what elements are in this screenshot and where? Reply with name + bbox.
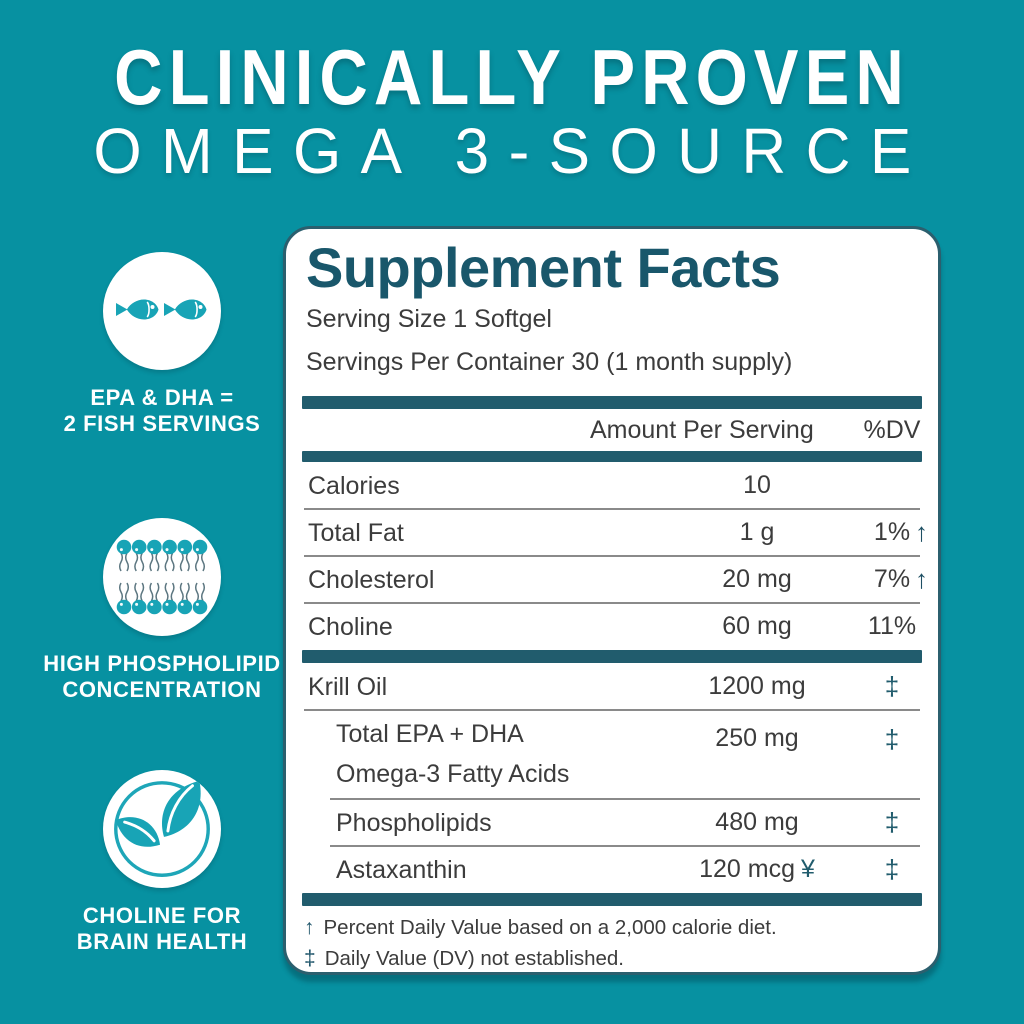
hero-line-2: OMEGA 3-SOURCE (93, 115, 931, 187)
nutrient-amount: 480 mg (715, 808, 799, 836)
table-row: Cholesterol 20 mg 7% ↑ (302, 556, 928, 604)
table-row: Astaxanthin 120 mcg ¥ ‡ (302, 846, 922, 893)
badge-epa-dha: EPA & DHA = 2 FISH SERVINGS (0, 252, 324, 437)
nutrient-dv: ‡ (862, 807, 922, 838)
badge-label: 2 FISH SERVINGS (63, 411, 261, 436)
column-header-dv: %DV (863, 415, 921, 444)
divider-bar (302, 396, 922, 409)
arrow-up-symbol: ↑ (304, 916, 315, 939)
double-dagger-symbol: ‡ (884, 807, 900, 837)
footnote-text: Percent Daily Value based on a 2,000 cal… (323, 916, 777, 939)
nutrient-dv: ‡ (862, 710, 922, 755)
nutrient-dv: 11% (867, 612, 917, 640)
divider-bar (302, 650, 922, 663)
nutrient-amount: 1 g (739, 518, 775, 546)
column-header-amount: Amount Per Serving (590, 415, 814, 444)
footnote-daily-value: ↑ Percent Daily Value based on a 2,000 c… (304, 915, 920, 940)
table-row: Calories 10 (302, 462, 922, 510)
nutrient-amount: 120 mcg ¥ (699, 855, 815, 883)
supplement-facts-panel: Supplement Facts Serving Size 1 Softgel … (283, 226, 941, 975)
table-header-row: Amount Per Serving %DV (302, 409, 922, 451)
footnote-dv-not-established: ‡ Daily Value (DV) not established. (304, 946, 920, 971)
nutrient-dv: ‡ (862, 671, 922, 702)
leaf-icon-svg (114, 780, 210, 877)
nutrient-dv: 7% ↑ (873, 563, 928, 594)
nutrient-name: Total Fat (308, 518, 404, 547)
badge-label: CHOLINE FOR (82, 903, 242, 928)
nutrient-amount: 20 mg (722, 565, 792, 593)
fish-pair-icon-svg (116, 299, 207, 320)
table-row: Total EPA + DHA Omega-3 Fatty Acids 250 mg… (302, 710, 922, 800)
table-row: Phospholipids 480 mg ‡ (302, 799, 922, 847)
arrow-up-symbol: ↑ (915, 563, 928, 594)
footnote-text: Daily Value (DV) not established. (324, 947, 624, 970)
nutrient-dv: ‡ (862, 854, 922, 885)
table-row: Choline 60 mg 11% (302, 603, 922, 650)
nutrient-amount: 250 mg (715, 724, 799, 752)
nutrient-amount: 1200 mg (708, 672, 806, 700)
serving-size: Serving Size 1 Softgel (306, 305, 552, 333)
nutrient-name: Calories (308, 471, 400, 500)
phospholipid-bilayer-icon-svg (115, 538, 209, 616)
nutrient-amount: 10 (743, 471, 771, 499)
divider-bar (302, 893, 922, 906)
nutrient-name: Krill Oil (308, 672, 388, 701)
arrow-up-symbol: ↑ (915, 516, 928, 547)
nutrient-name: Phospholipids (336, 808, 492, 837)
fish-pair-icon (103, 252, 221, 370)
nutrient-name-line2: Omega-3 Fatty Acids (336, 760, 570, 788)
nutrient-table: Calories 10 Total Fat 1 g 1% ↑ Cholesterol 20 m… (302, 462, 928, 906)
panel-title: Supplement Facts (306, 236, 781, 299)
leaf-icon (103, 770, 221, 888)
hero-line-1: CLINICALLY PROVEN (114, 33, 910, 121)
double-dagger-symbol: ‡ (884, 724, 900, 754)
yen-symbol: ¥ (800, 855, 815, 883)
hero-headline: CLINICALLY PROVEN OMEGA 3-SOURCE (0, 33, 1024, 187)
nutrient-name: Total EPA + DHA Omega-3 Fatty Acids (302, 710, 652, 789)
nutrient-name: Cholesterol (308, 565, 435, 594)
badge-label: HIGH PHOSPHOLIPID (43, 651, 281, 676)
nutrient-dv: 1% ↑ (873, 516, 928, 547)
badge-label: EPA & DHA = (90, 385, 234, 410)
table-row: Krill Oil 1200 mg ‡ (302, 663, 922, 711)
servings-per-container: Servings Per Container 30 (1 month suppl… (306, 348, 793, 376)
badge-choline: CHOLINE FOR BRAIN HEALTH (0, 770, 324, 955)
phospholipid-bilayer-icon (103, 518, 221, 636)
nutrient-name: Astaxanthin (336, 855, 467, 884)
divider-bar (302, 451, 922, 462)
table-row: Total Fat 1 g 1% ↑ (302, 509, 928, 557)
nutrient-amount: 60 mg (722, 612, 792, 640)
badge-phospholipid: HIGH PHOSPHOLIPID CONCENTRATION (0, 518, 324, 703)
badge-label: CONCENTRATION (62, 677, 262, 702)
nutrient-name: Choline (308, 612, 393, 641)
double-dagger-symbol: ‡ (884, 854, 900, 884)
double-dagger-symbol: ‡ (884, 671, 900, 701)
badge-label: BRAIN HEALTH (76, 929, 248, 954)
double-dagger-symbol: ‡ (304, 947, 316, 970)
